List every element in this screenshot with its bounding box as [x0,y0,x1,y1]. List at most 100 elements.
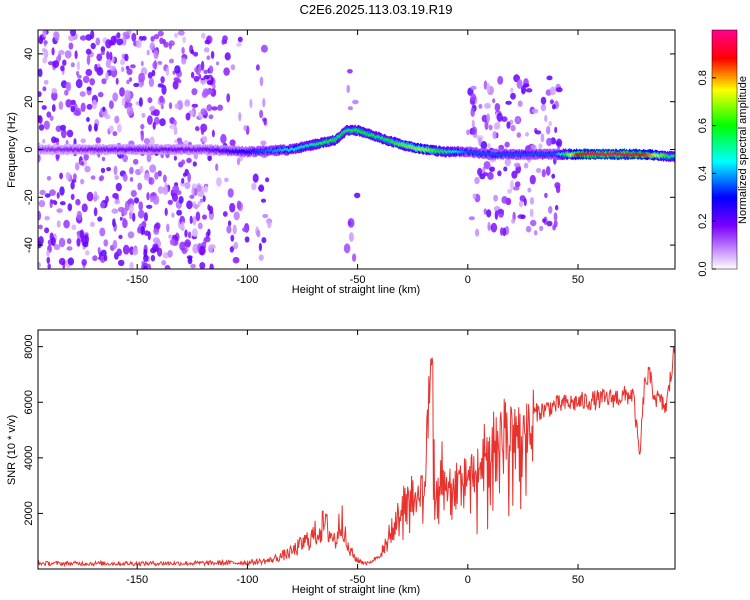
spectrogram-cell [157,60,163,65]
spectrogram-cell [80,161,84,166]
spectrogram-cell [46,111,52,118]
spectrogram-cell [237,36,243,43]
spectrogram-cell [343,243,351,254]
spectrogram-cell [252,173,259,183]
spectrogram-cell [224,177,229,182]
spectrogram-cell [60,65,65,72]
spectrogram-cell [502,227,507,237]
spectrogram-cell [122,31,130,37]
spectrogram-cell [192,161,197,167]
spectrogram-cell [546,220,553,227]
spectrogram-cell [60,128,67,139]
spectrogram-cell [54,137,60,143]
spectrogram-cell [525,88,533,93]
spectrogram-cell [58,257,66,266]
spectrogram-cell [504,141,510,148]
spectrogram-cell [90,30,95,40]
snr-y-label: SNR (10 * v/v) [6,415,18,485]
spectrogram-cell [233,241,239,250]
spectrogram-cell [101,156,106,162]
spectrogram-cell [76,60,80,71]
spectrogram-cell [167,199,173,205]
spectrogram-cell [236,42,242,47]
spectrogram-cell [229,202,236,213]
spectrogram-cell [544,192,548,198]
spectrogram-cell [163,41,169,48]
spectrogram-cell [548,206,553,214]
colorbar-tick-label: 0.4 [697,166,709,181]
spectrogram-cell [55,153,60,162]
colorbar-gradient [711,29,738,270]
spectrogram-cell [184,229,188,238]
spectrogram-cell [68,35,75,42]
spectrogram-cell [86,55,91,66]
spectrogram-cell [150,111,157,116]
spectrogram-cell [554,126,558,134]
spectrogram-cell [191,186,195,197]
spectrogram-cell [85,48,92,55]
spectrogram-cell [70,181,75,190]
spectrogram-x-label: Height of straight line (km) [292,284,420,296]
spectrogram-cell [159,118,166,127]
spectrogram-cell [207,228,211,237]
spectrogram-cell [122,154,128,163]
spectrogram-cell [483,161,491,170]
spectrogram-cell [181,159,186,165]
spectrogram-cell [549,99,555,105]
spectrogram-cell [143,254,149,262]
spectrogram-cell [514,181,521,188]
spectrogram-cell [114,115,120,124]
spectrogram-cell [191,103,199,108]
spectrogram-cell [169,124,176,129]
spectrogram-cell [263,118,267,126]
spectrogram-cell [515,117,521,124]
spectrogram-cell [203,237,207,245]
spectrogram-cell [66,246,73,251]
spectrogram-cell [70,105,75,113]
spectrogram-cell [129,166,134,175]
spectrogram-cell [260,44,268,53]
spectrogram-cell [83,153,89,161]
spectrogram-cell [542,218,546,223]
spectrogram-cell [138,97,143,107]
spectrogram-cell [65,82,70,90]
spectrogram-cell [506,121,511,129]
spectrogram-cell [261,237,267,244]
spectrogram-cell [80,102,86,113]
spectrogram-cell [64,50,72,59]
spectrogram-cell [138,201,143,211]
spectrogram-cell [215,61,220,66]
spectrogram-cell [76,210,83,221]
spectrogram-cell [474,228,480,237]
spectrogram-cell [504,157,511,167]
spectrogram-cell [546,125,551,135]
colorbar-tick-label: 0.2 [697,214,709,229]
spectrogram-cell [529,174,536,185]
spectrogram-heatmap [38,30,675,269]
spectrogram-cell [193,51,199,57]
y-tick-label: 2000 [23,501,35,525]
spectrogram-cell [75,198,81,206]
spectrogram-cell [46,249,50,257]
spectrogram-cell [173,119,177,127]
spectrogram-cell [222,35,228,42]
spectrogram-cell [186,157,192,164]
spectrogram-cell [127,199,132,204]
spectrogram-cell [494,103,501,112]
spectrogram-cell [109,51,113,61]
spectrogram-cell [230,64,236,71]
spectrogram-cell [75,71,80,76]
spectrogram-cell [181,177,185,184]
spectrogram-cell [516,79,523,89]
spectrogram-cell [175,79,182,84]
spectrogram-cell [529,208,534,218]
spectrogram-cell [154,222,161,230]
spectrogram-cell [86,103,93,110]
spectrogram-cell [60,124,66,131]
spectrogram-cell [516,132,522,138]
spectrogram-cell [185,112,191,121]
spectrogram-cell [56,192,60,199]
spectrogram-cell [168,234,173,239]
spectrogram-cell [470,93,477,102]
y-tick-label: 40 [23,48,35,60]
